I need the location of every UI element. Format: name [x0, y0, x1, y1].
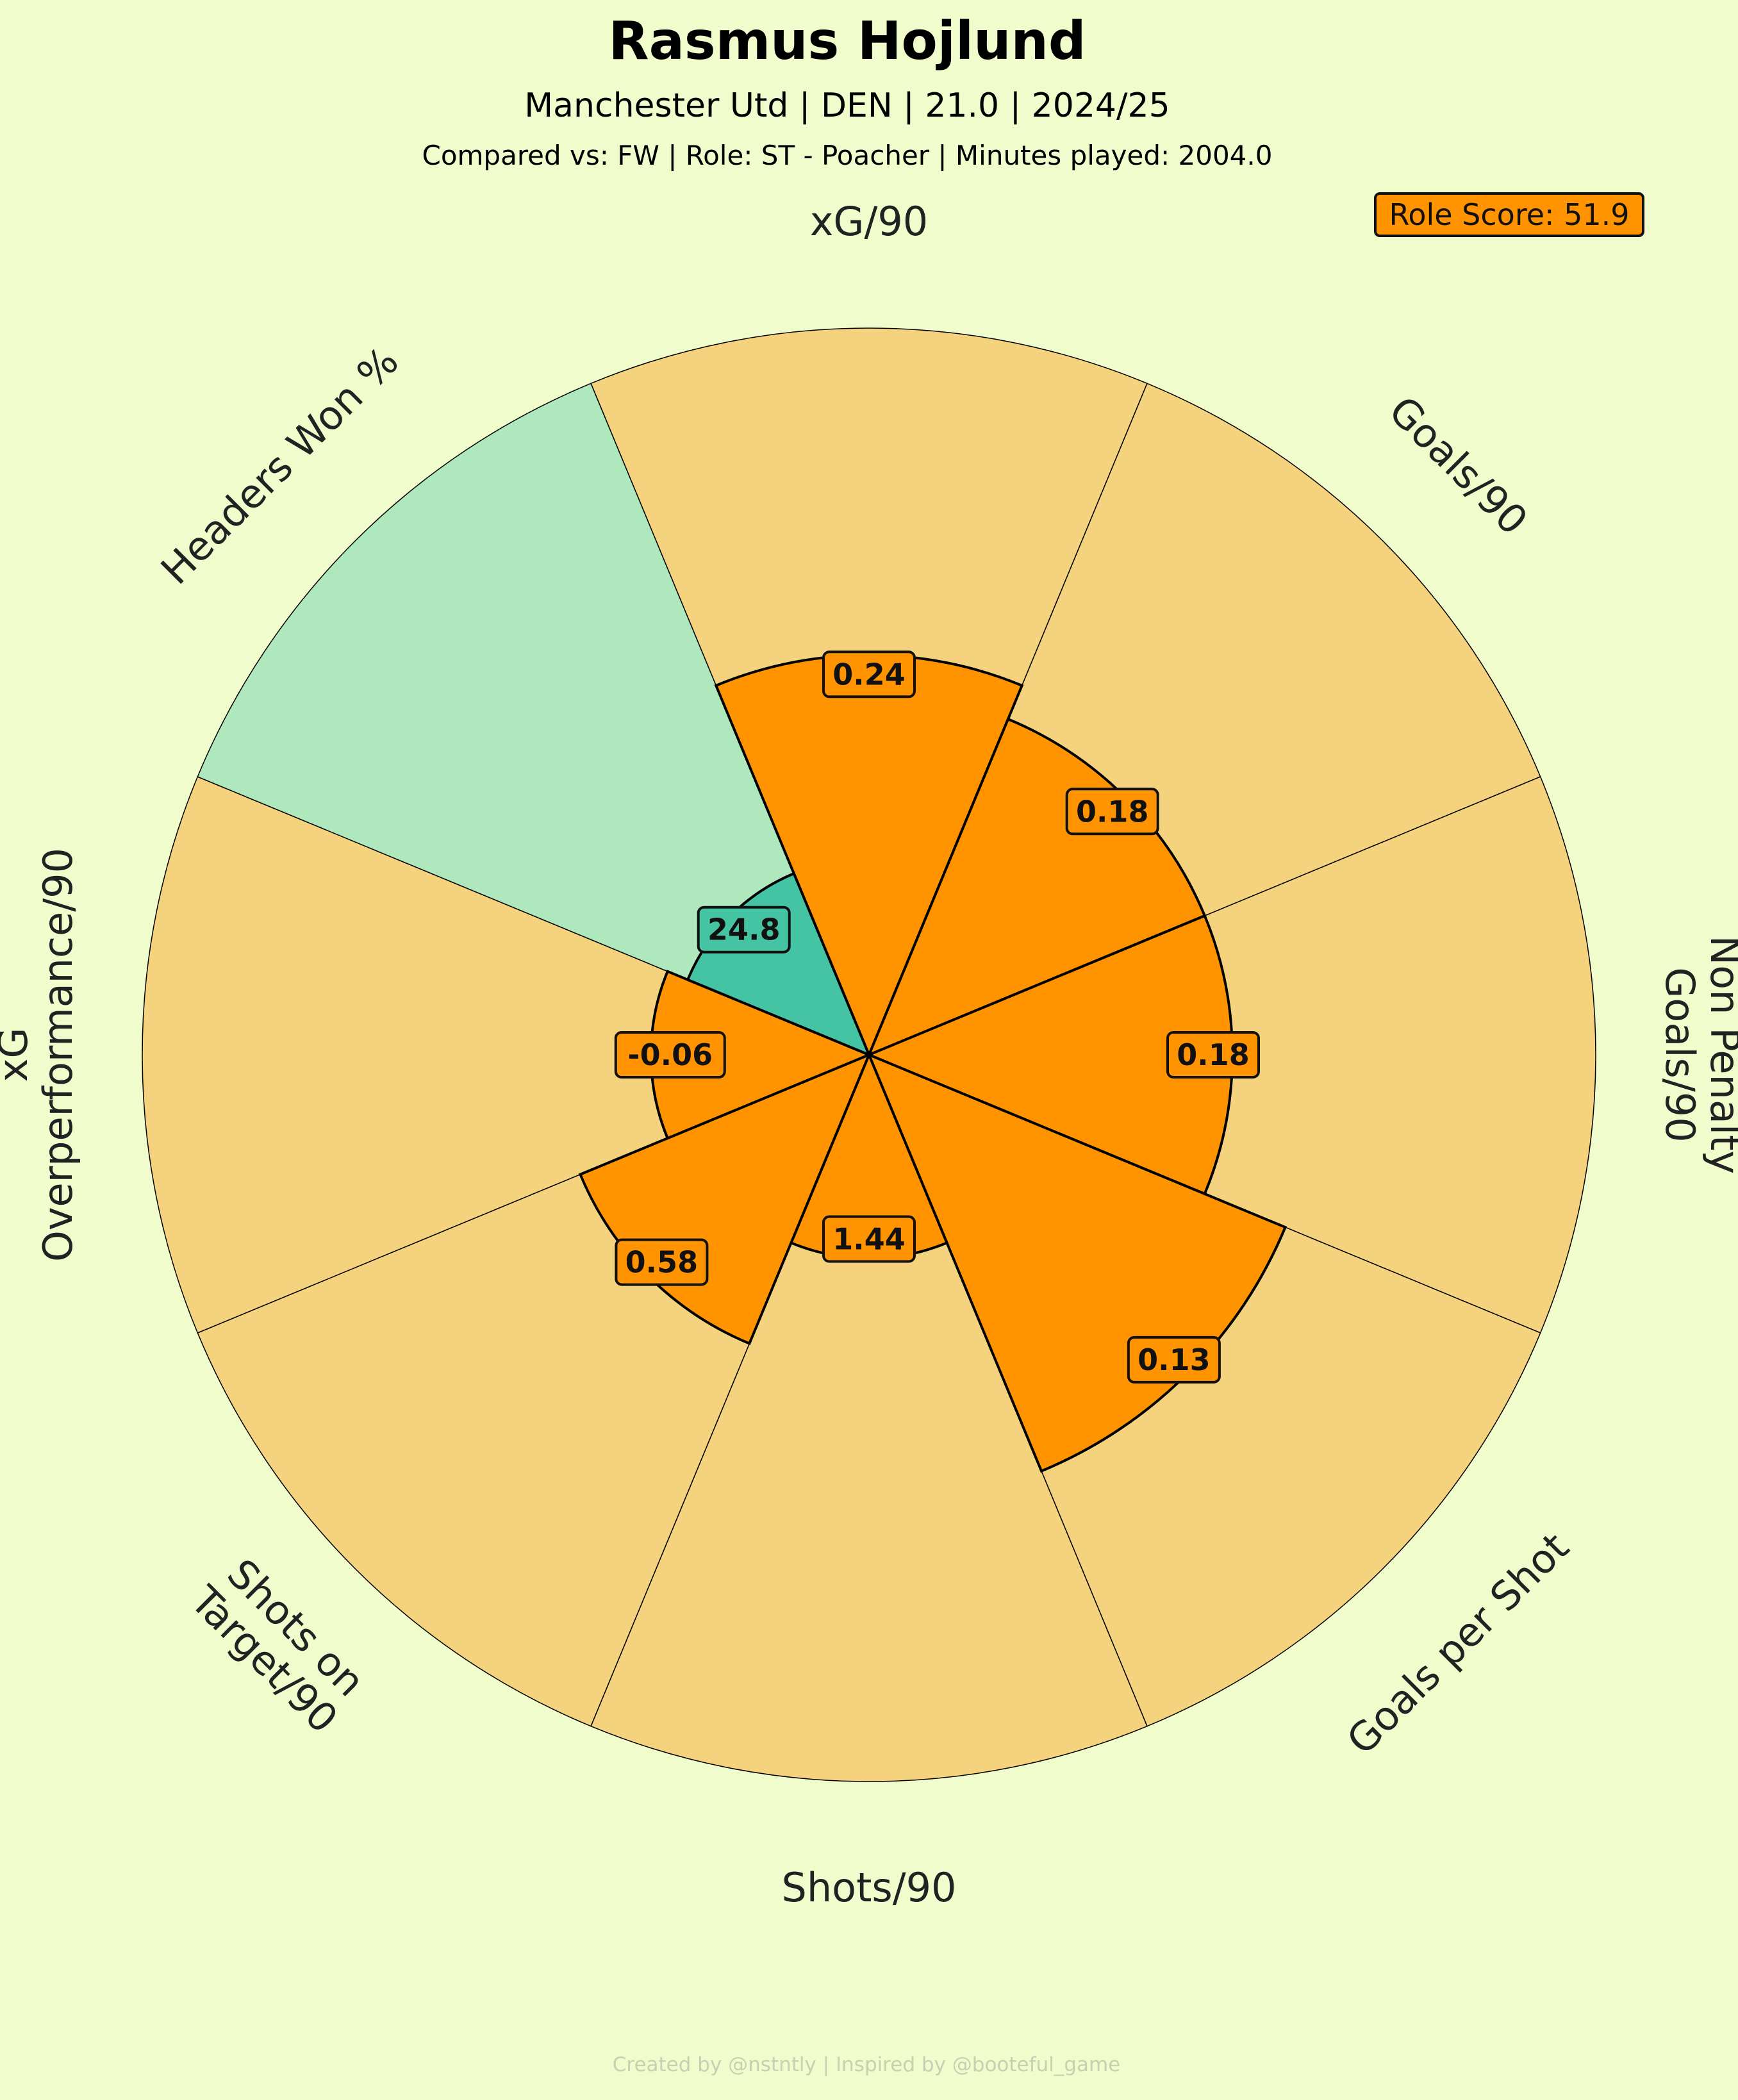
value-label-box — [822, 1215, 916, 1263]
value-label-box — [615, 1238, 709, 1286]
value-label-text: 1.44 — [832, 1222, 906, 1257]
role-score-badge: Role Score: 51.9 — [1374, 192, 1644, 237]
param-label-goals-90: Goals/90 — [1380, 387, 1537, 544]
value-labels: 0.24 0.18 0.18 0.13 1.44 0.58 -0.06 24.8 — [614, 650, 1260, 1384]
value-label-box — [614, 1031, 726, 1079]
value-label-xg-overperformance-90: -0.06 — [614, 1031, 726, 1079]
value-label-box — [1127, 1335, 1221, 1384]
value-label-box — [1166, 1031, 1260, 1079]
credit-footer: Created by @nstntly | Inspired by @boote… — [613, 2053, 1121, 2076]
value-label-text: 0.58 — [625, 1245, 699, 1280]
value-label-text: 0.24 — [832, 657, 906, 691]
value-label-text: 0.18 — [1076, 794, 1149, 829]
background-slice-shots-90 — [590, 1054, 1148, 1782]
value-label-box — [822, 650, 916, 699]
value-label-xg-90: 0.24 — [822, 650, 916, 699]
chart-title: Rasmus Hojlund — [608, 11, 1086, 72]
value-label-shots-90: 1.44 — [822, 1215, 916, 1263]
value-label-text: 0.13 — [1138, 1343, 1211, 1377]
chart-subtitle: Manchester Utd | DEN | 21.0 | 2024/25 — [524, 87, 1170, 125]
background-slice-headers-won — [197, 383, 870, 1056]
value-label-headers-won: 24.8 — [697, 905, 791, 954]
param-label-xg-overperformance-90: xGOverperformance/90 — [0, 848, 81, 1262]
value-label-non-penalty-goals-90: 0.18 — [1166, 1031, 1260, 1079]
role-score-label: Role Score: 51.9 — [1389, 197, 1629, 232]
value-label-box — [697, 905, 791, 954]
value-label-shots-on-target-90: 0.58 — [615, 1238, 709, 1286]
value-label-text: 0.18 — [1177, 1038, 1250, 1072]
param-label-shots-on-target-90: Shots onTarget/90 — [181, 1544, 379, 1742]
param-label-xg-90: xG/90 — [810, 198, 929, 245]
value-label-text: -0.06 — [628, 1038, 713, 1072]
param-label-shots-90: Shots/90 — [782, 1864, 957, 1911]
param-label-non-penalty-goals-90: Non PenaltyGoals/90 — [1657, 936, 1738, 1174]
value-label-goals-per-shot: 0.13 — [1127, 1335, 1221, 1384]
comparison-info: Compared vs: FW | Role: ST - Poacher | M… — [422, 140, 1273, 171]
value-label-text: 24.8 — [708, 913, 781, 947]
value-label-goals-90: 0.18 — [1065, 788, 1159, 836]
background-slice-xg-overperformance-90 — [142, 776, 870, 1334]
role-score-box — [1374, 192, 1644, 237]
value-label-box — [1065, 788, 1159, 836]
